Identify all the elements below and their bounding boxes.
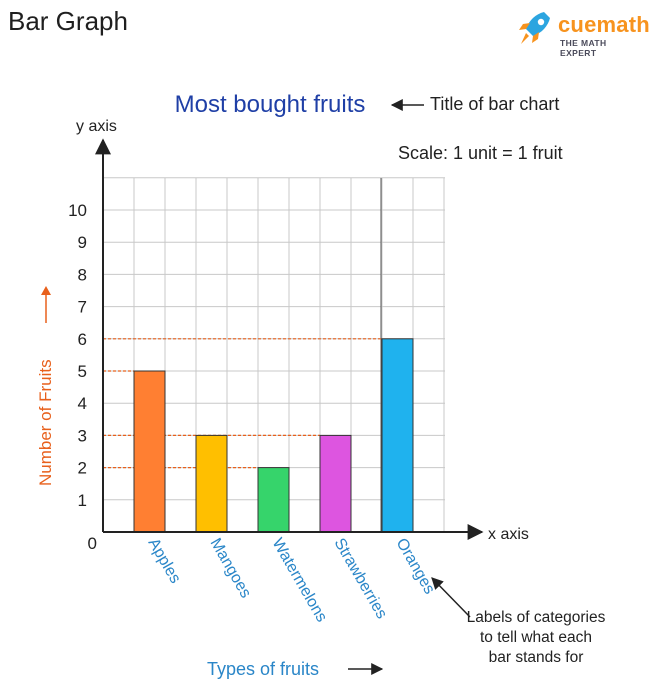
y-tick-label: 0 — [88, 534, 97, 553]
x-tick-label: Apples — [145, 536, 184, 587]
y-tick-label: 8 — [78, 265, 87, 284]
y-axis-word: y axis — [76, 118, 117, 135]
x-tick-label: Mangoes — [207, 536, 255, 602]
y-tick-label: 3 — [78, 426, 87, 445]
bar-mangoes — [195, 434, 228, 533]
y-axis-title: Number of Fruits — [36, 359, 55, 486]
y-title-arrow-head — [41, 286, 51, 295]
scale-note: Scale: 1 unit = 1 fruit — [398, 143, 563, 163]
x-tick-label: Oranges — [393, 536, 438, 598]
bar-apples — [133, 370, 166, 533]
y-tick-label: 10 — [68, 201, 87, 220]
x-tick-label: Watermelons — [269, 536, 331, 626]
bars — [133, 338, 414, 533]
y-tick-label: 1 — [78, 491, 87, 510]
y-tick-label: 9 — [78, 233, 87, 252]
category-note-line-1: Labels of categories — [467, 609, 606, 626]
title-annotation: Title of bar chart — [430, 94, 559, 114]
x-axis-word: x axis — [488, 526, 529, 543]
category-pointer-arrow — [431, 577, 471, 618]
y-tick-label: 2 — [78, 459, 87, 478]
bar-strawberries — [319, 434, 352, 533]
axes — [95, 138, 484, 540]
y-tick-labels: 0 1 2 3 4 5 6 7 8 9 10 — [68, 201, 97, 553]
y-tick-label: 6 — [78, 330, 87, 349]
x-tick-labels: Apples Mangoes Watermelons Strawberries Oran… — [145, 536, 438, 626]
bar-watermelons — [257, 467, 290, 533]
x-axis-title: Types of fruits — [207, 659, 319, 679]
x-tick-label: Strawberries — [331, 536, 391, 622]
chart-title: Most bought fruits — [175, 91, 366, 118]
category-note-line-3: bar stands for — [489, 649, 584, 666]
rocket-icon — [519, 12, 550, 44]
y-tick-label: 5 — [78, 362, 87, 381]
bar-oranges — [381, 338, 414, 533]
y-tick-label: 7 — [78, 298, 87, 317]
brand-logo: cuemath THE MATH EXPERT — [514, 8, 650, 58]
brand-name: cuemath — [558, 12, 650, 37]
y-tick-label: 4 — [78, 394, 87, 413]
category-note-line-2: to tell what each — [480, 629, 592, 646]
brand-tagline: THE MATH EXPERT — [560, 38, 607, 58]
page-heading: Bar Graph — [8, 6, 128, 36]
